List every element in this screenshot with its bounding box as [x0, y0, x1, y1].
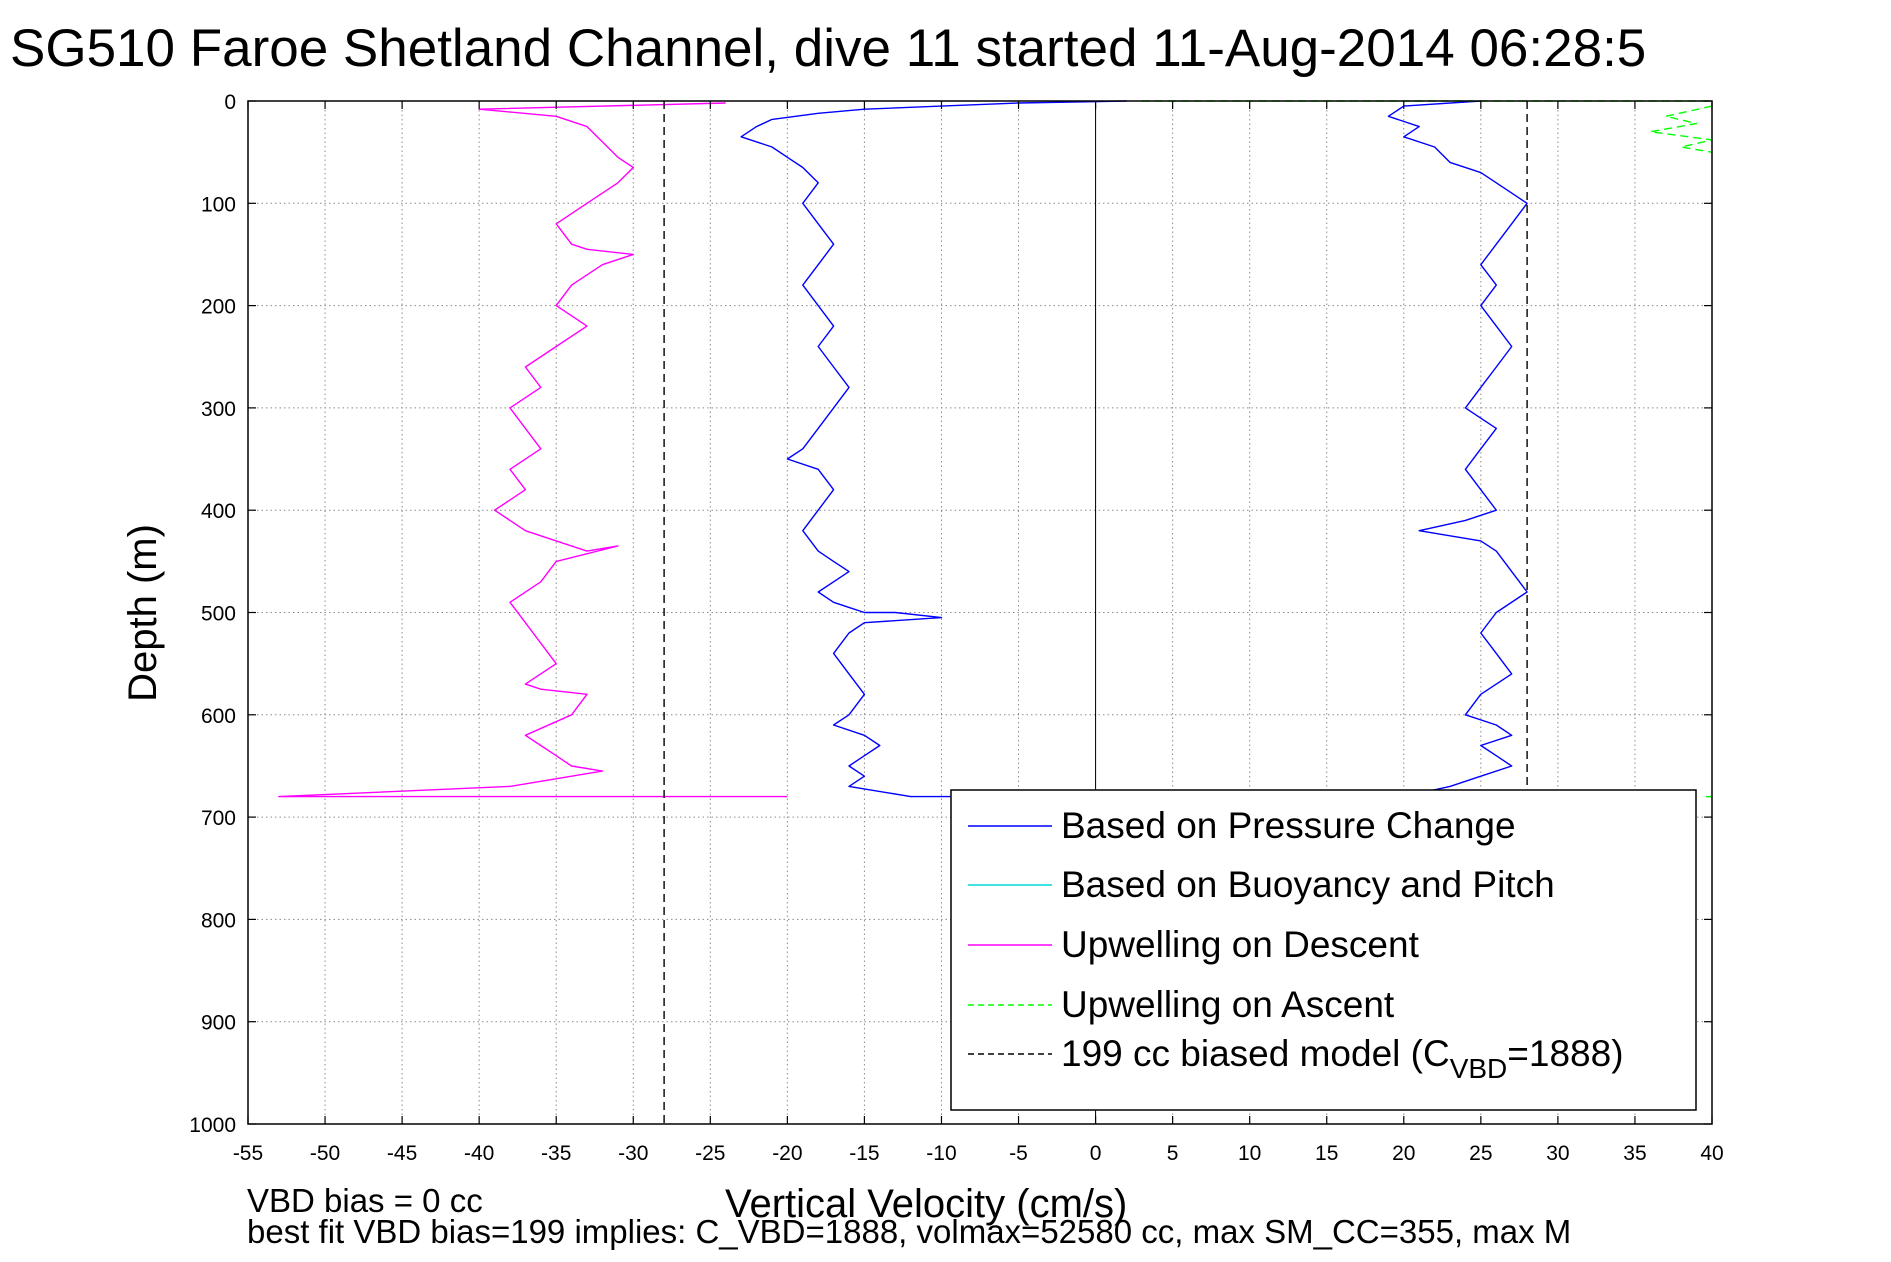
y-tick-label: 200 [201, 296, 236, 319]
legend-label: Based on Buoyancy and Pitch [1061, 864, 1555, 905]
legend-label: Upwelling on Descent [1061, 924, 1420, 965]
x-tick-label: 40 [1700, 1142, 1723, 1165]
x-ticks: -55 -50 -45 -40 -35 -30 -25 -20 -15 -10 -5 0 5 10 15 20… [233, 101, 1724, 1165]
annotation-vbd-bias: VBD bias = 0 cc [247, 1182, 483, 1219]
legend-label-main: 199 cc biased model (C [1061, 1033, 1450, 1074]
x-tick-label: 10 [1238, 1142, 1261, 1165]
x-tick-label: 30 [1546, 1142, 1569, 1165]
x-tick-label: 20 [1392, 1142, 1415, 1165]
legend-label: Based on Pressure Change [1061, 805, 1516, 846]
legend-box [950, 789, 1697, 1111]
x-tick-label: -45 [387, 1142, 417, 1165]
x-tick-label: -50 [310, 1142, 340, 1165]
x-tick-label: -10 [926, 1142, 956, 1165]
x-tick-label: -5 [1009, 1142, 1028, 1165]
y-tick-label: 100 [201, 193, 236, 216]
x-tick-label: -30 [618, 1142, 648, 1165]
y-tick-label: 900 [201, 1012, 236, 1035]
y-tick-label: 400 [201, 500, 236, 523]
y-axis-label: Depth (m) [121, 524, 165, 702]
x-tick-label: -15 [849, 1142, 879, 1165]
x-axis-label: Vertical Velocity (cm/s) [725, 1182, 1127, 1226]
y-tick-label: 500 [201, 603, 236, 626]
x-tick-label: -55 [233, 1142, 263, 1165]
x-tick-label: -40 [464, 1142, 494, 1165]
x-tick-label: 0 [1090, 1142, 1102, 1165]
series-line-segment [1387, 100, 1528, 798]
legend-label: Upwelling on Ascent [1061, 984, 1395, 1025]
y-tick-label: 1000 [189, 1114, 236, 1137]
legend-label: 199 cc biased model (CVBD=1888) [1061, 1033, 1624, 1084]
legend: Based on Pressure Change Based on Buoyanc… [950, 789, 1697, 1111]
x-tick-label: -35 [541, 1142, 571, 1165]
chart-title: SG510 Faroe Shetland Channel, dive 11 st… [10, 19, 1646, 78]
y-tick-label: 700 [201, 807, 236, 830]
series-line-segment [740, 100, 1127, 798]
x-tick-label: -20 [772, 1142, 802, 1165]
series-line-segment [278, 102, 788, 798]
x-tick-label: 5 [1167, 1142, 1179, 1165]
series-line-segment [1649, 105, 1713, 153]
y-tick-label: 300 [201, 398, 236, 421]
y-tick-label: 600 [201, 705, 236, 728]
y-ticks: 0 100 200 300 400 500 600 700 800 900 1000 [189, 91, 1712, 1137]
x-tick-label: 25 [1469, 1142, 1492, 1165]
legend-label-subscript: VBD [1450, 1053, 1508, 1084]
y-tick-label: 0 [224, 91, 236, 114]
x-tick-label: 35 [1623, 1142, 1646, 1165]
x-tick-label: 15 [1315, 1142, 1338, 1165]
legend-label-tail: =1888) [1507, 1033, 1623, 1074]
x-tick-label: -25 [695, 1142, 725, 1165]
y-tick-label: 800 [201, 909, 236, 932]
annotation-best-fit: best fit VBD bias=199 implies: C_VBD=188… [247, 1213, 1571, 1250]
